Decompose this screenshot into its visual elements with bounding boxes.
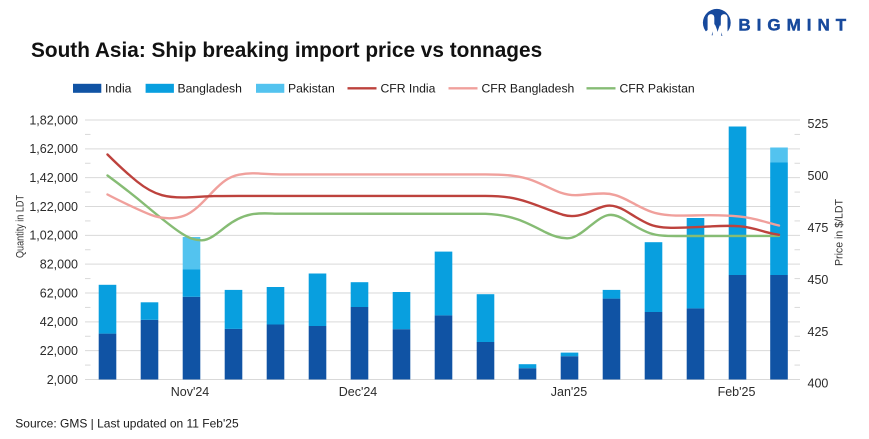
- svg-text:42,000: 42,000: [40, 315, 78, 329]
- svg-text:1,82,000: 1,82,000: [29, 113, 78, 127]
- svg-text:Feb'25: Feb'25: [718, 385, 756, 399]
- svg-text:CFR Pakistan: CFR Pakistan: [620, 81, 695, 95]
- svg-text:Jan'25: Jan'25: [551, 385, 587, 399]
- svg-text:500: 500: [808, 169, 829, 183]
- svg-text:Source: GMS | Last updated on: Source: GMS | Last updated on 11 Feb'25: [15, 417, 239, 431]
- svg-text:1,62,000: 1,62,000: [29, 142, 78, 156]
- svg-text:South Asia: Ship breaking impo: South Asia: Ship breaking import price v…: [31, 39, 542, 62]
- svg-text:CFR India: CFR India: [381, 81, 436, 95]
- svg-text:82,000: 82,000: [40, 258, 78, 272]
- svg-text:2,000: 2,000: [47, 373, 78, 387]
- svg-text:525: 525: [808, 117, 829, 131]
- svg-text:450: 450: [808, 273, 829, 287]
- svg-text:Quantity in LDT: Quantity in LDT: [15, 195, 27, 258]
- svg-text:22,000: 22,000: [40, 344, 78, 358]
- svg-text:475: 475: [808, 221, 829, 235]
- svg-text:India: India: [105, 81, 132, 95]
- svg-text:1,22,000: 1,22,000: [29, 200, 78, 214]
- svg-text:1,02,000: 1,02,000: [29, 229, 78, 243]
- svg-text:Bangladesh: Bangladesh: [178, 81, 242, 95]
- svg-text:62,000: 62,000: [40, 286, 78, 300]
- svg-text:CFR Bangladesh: CFR Bangladesh: [482, 81, 575, 95]
- svg-text:Price in $/LDT: Price in $/LDT: [834, 199, 846, 266]
- svg-text:425: 425: [808, 325, 829, 339]
- svg-text:Dec'24: Dec'24: [339, 385, 378, 399]
- svg-text:400: 400: [808, 377, 829, 391]
- svg-text:1,42,000: 1,42,000: [29, 171, 78, 185]
- svg-text:Pakistan: Pakistan: [288, 81, 335, 95]
- svg-text:Nov'24: Nov'24: [171, 385, 210, 399]
- svg-text:BIGMINT: BIGMINT: [738, 16, 852, 35]
